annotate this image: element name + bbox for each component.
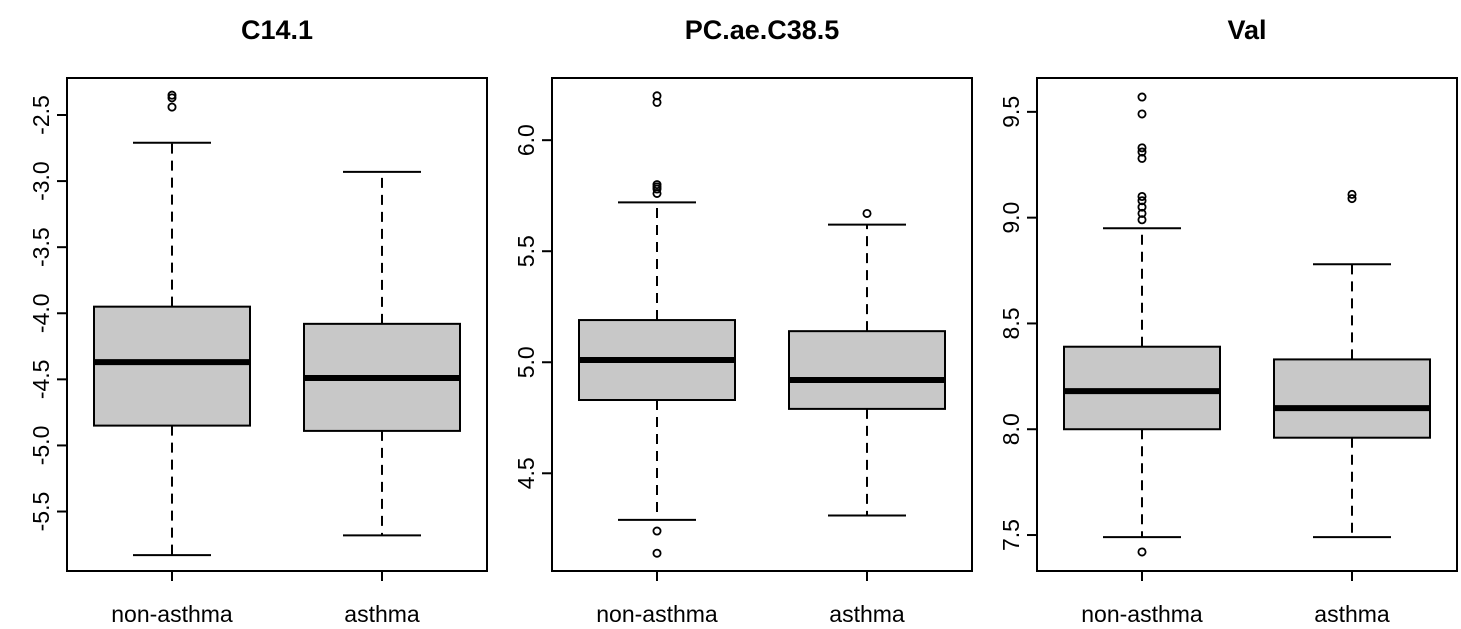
y-tick-label: 8.5 <box>998 307 1024 339</box>
y-tick-label: -4.5 <box>28 360 54 400</box>
outlier-point <box>1137 191 1147 201</box>
y-tick-label: -5.0 <box>28 426 54 466</box>
outlier-point <box>1137 196 1147 206</box>
outlier-point <box>1137 143 1147 153</box>
plot-frame <box>1036 77 1458 572</box>
outlier-point <box>862 208 872 218</box>
category-label: asthma <box>344 601 420 627</box>
y-tick-label: 8.0 <box>998 413 1024 445</box>
outlier-point <box>1137 547 1147 557</box>
y-tick-label: -4.0 <box>28 293 54 333</box>
y-tick-label: 9.0 <box>998 202 1024 234</box>
outlier-point <box>1137 109 1147 119</box>
y-tick-label: 6.0 <box>513 124 539 156</box>
y-tick-label: 5.5 <box>513 235 539 267</box>
outlier-point <box>1137 92 1147 102</box>
outlier-point <box>652 91 662 101</box>
y-tick-label: 7.5 <box>998 519 1024 551</box>
category-label: asthma <box>1314 601 1390 627</box>
box-asthma <box>788 330 946 410</box>
y-tick-label: -2.5 <box>28 95 54 135</box>
box-asthma <box>1273 358 1431 439</box>
y-tick-label: 4.5 <box>513 457 539 489</box>
box-non-asthma <box>1063 345 1221 431</box>
y-tick-label: -3.5 <box>28 227 54 267</box>
panel-title: PC.ae.C38.5 <box>685 15 840 45</box>
outlier-point <box>167 102 177 112</box>
outlier-point <box>652 526 662 536</box>
category-label: asthma <box>829 601 905 627</box>
outlier-point <box>652 548 662 558</box>
outlier-point <box>167 93 177 103</box>
plot-frame <box>551 77 973 572</box>
outlier-point <box>1347 189 1357 199</box>
category-label: non-asthma <box>596 601 718 627</box>
panel-title: C14.1 <box>241 15 313 45</box>
outlier-point <box>1347 194 1357 204</box>
category-label: non-asthma <box>111 601 233 627</box>
category-label: non-asthma <box>1081 601 1203 627</box>
y-tick-label: -5.5 <box>28 492 54 532</box>
outlier-point <box>652 180 662 190</box>
y-tick-label: 5.0 <box>513 346 539 378</box>
box-non-asthma <box>93 305 251 427</box>
outlier-point <box>1137 147 1147 157</box>
y-tick-label: 9.5 <box>998 96 1024 128</box>
plot-frame <box>66 77 488 572</box>
panel-title: Val <box>1227 15 1266 45</box>
y-tick-label: -3.0 <box>28 161 54 201</box>
